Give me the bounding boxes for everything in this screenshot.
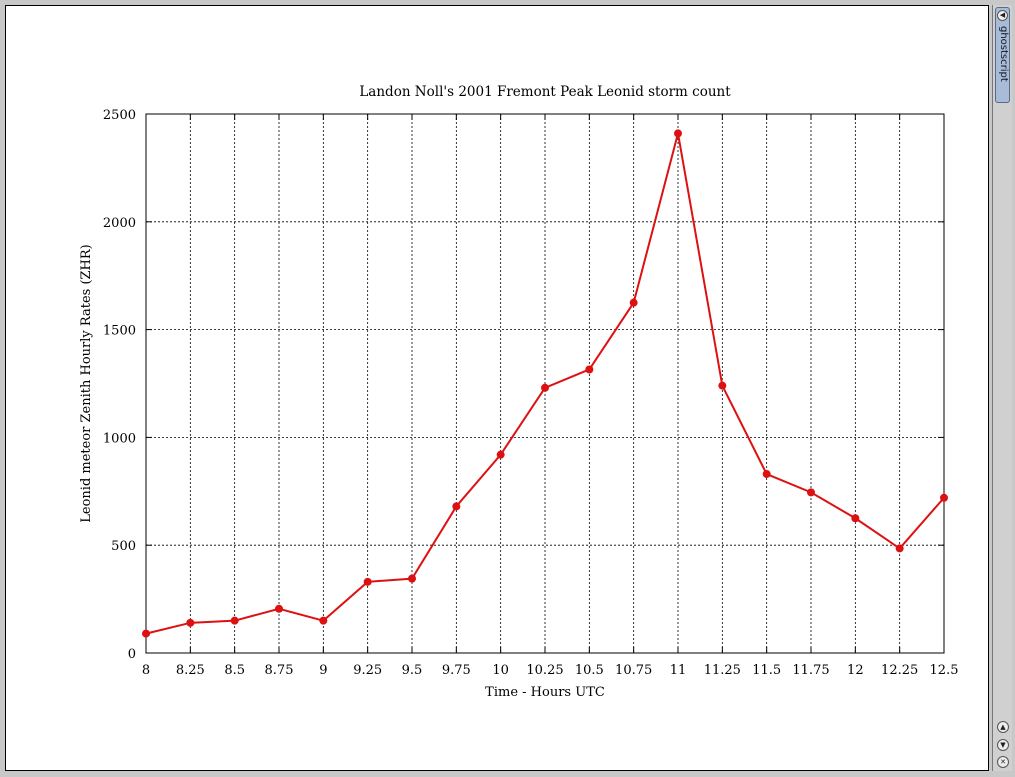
x-tick-label: 9.75 bbox=[442, 663, 471, 678]
x-tick-label: 11.75 bbox=[792, 663, 829, 678]
arrow-left-icon[interactable]: ◀ bbox=[997, 10, 1008, 21]
ghostscript-sidebar: ◀ ghostscript ▲ ▼ ✕ bbox=[992, 5, 1012, 771]
x-tick-label: 8.5 bbox=[224, 663, 245, 678]
data-point bbox=[851, 514, 860, 523]
y-axis-title: Leonid meteor Zenith Hourly Rates (ZHR) bbox=[79, 244, 94, 522]
chart-title: Landon Noll's 2001 Fremont Peak Leonid s… bbox=[359, 84, 731, 100]
data-point bbox=[319, 616, 328, 625]
x-tick-label: 9.25 bbox=[353, 663, 382, 678]
data-point bbox=[230, 616, 239, 625]
x-tick-label: 10.25 bbox=[526, 663, 563, 678]
y-tick-label: 1000 bbox=[103, 431, 136, 446]
x-tick-label: 9.5 bbox=[402, 663, 423, 678]
x-tick-label: 12.5 bbox=[930, 663, 959, 678]
y-tick-label: 2500 bbox=[103, 108, 136, 123]
data-point bbox=[585, 365, 594, 374]
x-axis-title: Time - Hours UTC bbox=[485, 685, 605, 700]
x-tick-label: 10 bbox=[492, 663, 509, 678]
document-viewer: 0 500 1000 1500 2000 2500 8 8.25 8.5 8.75 9 9.25 9.… bbox=[5, 5, 989, 771]
ghostscript-tab[interactable]: ◀ ghostscript bbox=[995, 7, 1010, 103]
y-tick-label: 1500 bbox=[103, 324, 136, 339]
x-tick-label: 12.25 bbox=[881, 663, 918, 678]
data-point bbox=[940, 493, 948, 502]
data-point bbox=[275, 604, 283, 613]
data-point bbox=[762, 470, 771, 479]
close-icon[interactable]: ✕ bbox=[997, 756, 1009, 768]
data-point bbox=[142, 629, 150, 638]
x-tick-label: 11.5 bbox=[752, 663, 781, 678]
x-tick-label: 11 bbox=[670, 663, 687, 678]
scroll-down-icon[interactable]: ▼ bbox=[997, 739, 1009, 751]
data-point bbox=[895, 544, 904, 553]
y-tick-labels: 0 500 1000 1500 2000 2500 bbox=[103, 108, 136, 662]
x-tick-label: 8.25 bbox=[176, 663, 205, 678]
data-points bbox=[142, 129, 948, 638]
x-tick-labels: 8 8.25 8.5 8.75 9 9.25 9.5 9.75 10 10.25 10.5 10.75… bbox=[142, 663, 959, 678]
scroll-up-icon[interactable]: ▲ bbox=[997, 721, 1009, 733]
data-point bbox=[629, 298, 638, 307]
data-point bbox=[408, 574, 416, 583]
x-tick-label: 12 bbox=[847, 663, 864, 678]
x-tick-label: 10.5 bbox=[575, 663, 604, 678]
data-point bbox=[186, 618, 195, 627]
x-tick-label: 8.75 bbox=[265, 663, 294, 678]
data-point bbox=[363, 577, 372, 586]
y-tick-label: 0 bbox=[128, 647, 136, 662]
data-point bbox=[807, 488, 815, 497]
data-point bbox=[452, 502, 461, 511]
data-point bbox=[674, 129, 682, 138]
data-point bbox=[541, 383, 549, 392]
data-point bbox=[718, 381, 727, 390]
data-point bbox=[496, 450, 505, 459]
grid-lines bbox=[146, 114, 944, 653]
x-tick-label: 9 bbox=[319, 663, 327, 678]
app-label: ghostscript bbox=[998, 26, 1009, 82]
y-tick-label: 500 bbox=[111, 539, 136, 554]
x-tick-label: 8 bbox=[142, 663, 150, 678]
leonid-line-chart: 0 500 1000 1500 2000 2500 8 8.25 8.5 8.75 9 9.25 9.… bbox=[79, 84, 959, 700]
y-tick-label: 2000 bbox=[103, 216, 136, 231]
x-tick-label: 11.25 bbox=[704, 663, 741, 678]
x-tick-label: 10.75 bbox=[615, 663, 652, 678]
tick-marks bbox=[145, 113, 945, 654]
